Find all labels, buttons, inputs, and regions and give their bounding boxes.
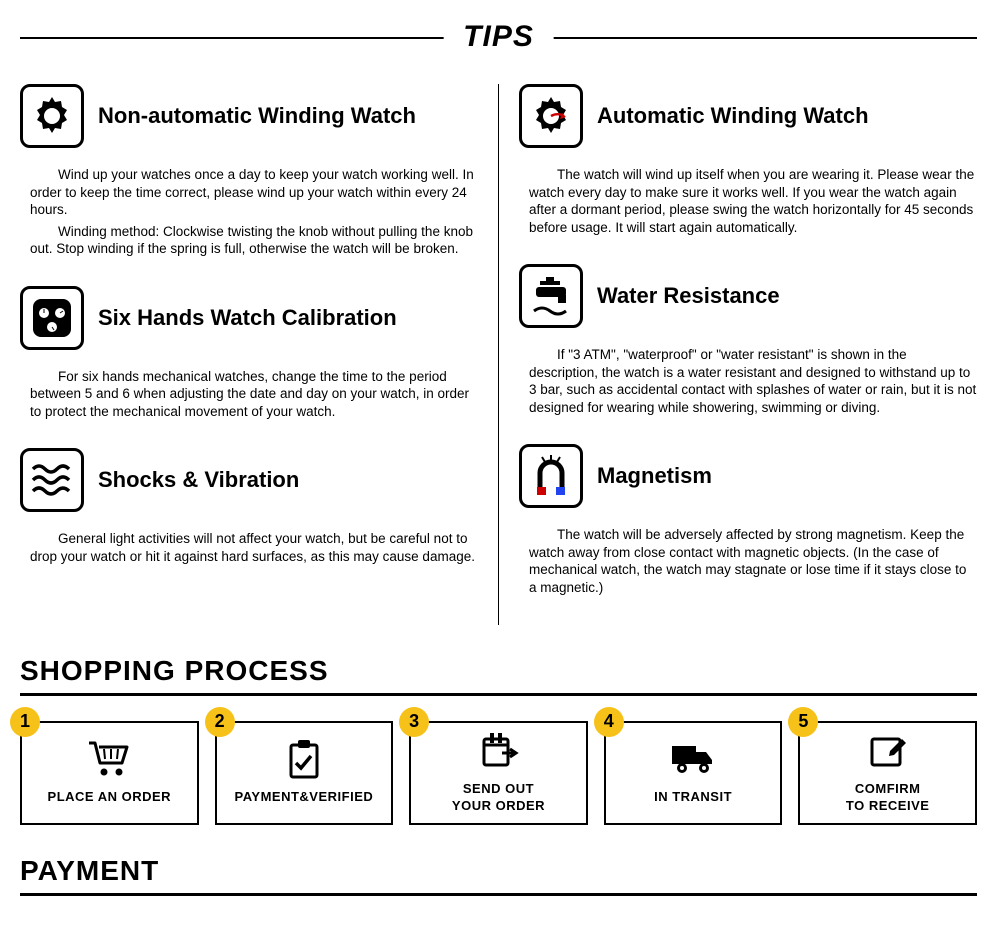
- tip-title: Six Hands Watch Calibration: [98, 305, 397, 331]
- tip-body: Wind up your watches once a day to keep …: [20, 166, 478, 258]
- tip-block: Automatic Winding Watch The watch will wi…: [519, 84, 977, 236]
- step-box: IN TRANSIT: [604, 721, 783, 825]
- tip-paragraph: For six hands mechanical watches, change…: [30, 368, 478, 421]
- tip-block: Water Resistance If "3 ATM", "waterproof"…: [519, 264, 977, 416]
- tip-paragraph: Wind up your watches once a day to keep …: [30, 166, 478, 219]
- step-box: PLACE AN ORDER: [20, 721, 199, 825]
- tip-block: Shocks & Vibration General light activiti…: [20, 448, 478, 565]
- tip-title: Water Resistance: [597, 283, 780, 309]
- tips-grid: Non-automatic Winding Watch Wind up your …: [20, 84, 977, 625]
- tip-body: General light activities will not affect…: [20, 530, 478, 565]
- step-label: SEND OUTYOUR ORDER: [452, 781, 545, 815]
- step-label: COMFIRMTO RECEIVE: [846, 781, 930, 815]
- divider: [20, 893, 977, 896]
- truck-icon: [668, 739, 718, 779]
- confirm-icon: [866, 731, 910, 771]
- tip-block: Six Hands Watch Calibration For six hands…: [20, 286, 478, 421]
- shopping-step: 5COMFIRMTO RECEIVE: [798, 721, 977, 825]
- tip-body: The watch will be adversely affected by …: [519, 526, 977, 596]
- step-box: COMFIRMTO RECEIVE: [798, 721, 977, 825]
- step-number-badge: 1: [10, 707, 40, 737]
- cart-icon: [87, 739, 131, 779]
- shopping-step: 2PAYMENT&VERIFIED: [215, 721, 394, 825]
- step-label: PLACE AN ORDER: [48, 789, 172, 806]
- tips-header: TIPS: [20, 20, 977, 54]
- shopping-step: 4IN TRANSIT: [604, 721, 783, 825]
- sendout-icon: [476, 731, 520, 771]
- tip-paragraph: The watch will be adversely affected by …: [529, 526, 977, 596]
- tip-title: Magnetism: [597, 463, 712, 489]
- tip-paragraph: The watch will wind up itself when you a…: [529, 166, 977, 236]
- step-box: SEND OUTYOUR ORDER: [409, 721, 588, 825]
- step-number-badge: 4: [594, 707, 624, 737]
- step-number-badge: 2: [205, 707, 235, 737]
- tip-title: Non-automatic Winding Watch: [98, 103, 416, 129]
- shopping-steps: 1PLACE AN ORDER2PAYMENT&VERIFIED3SEND OU…: [20, 721, 977, 825]
- tap-icon: [519, 264, 583, 328]
- shopping-step: 3SEND OUTYOUR ORDER: [409, 721, 588, 825]
- clipboard-icon: [284, 739, 324, 779]
- tip-block: Non-automatic Winding Watch Wind up your …: [20, 84, 478, 258]
- gear-icon: [20, 84, 84, 148]
- tip-body: If "3 ATM", "waterproof" or "water resis…: [519, 346, 977, 416]
- step-number-badge: 5: [788, 707, 818, 737]
- tip-title: Shocks & Vibration: [98, 467, 299, 493]
- payment-title: PAYMENT: [20, 855, 977, 887]
- gear-red-icon: [519, 84, 583, 148]
- tip-block: Magnetism The watch will be adversely aff…: [519, 444, 977, 596]
- tips-title: TIPS: [443, 20, 554, 54]
- shopping-step: 1PLACE AN ORDER: [20, 721, 199, 825]
- waves-icon: [20, 448, 84, 512]
- magnet-icon: [519, 444, 583, 508]
- tip-body: For six hands mechanical watches, change…: [20, 368, 478, 421]
- step-label: PAYMENT&VERIFIED: [235, 789, 374, 806]
- tip-paragraph: Winding method: Clockwise twisting the k…: [30, 223, 478, 258]
- step-label: IN TRANSIT: [654, 789, 732, 806]
- step-number-badge: 3: [399, 707, 429, 737]
- shopping-title: SHOPPING PROCESS: [20, 655, 977, 687]
- divider: [20, 693, 977, 696]
- tip-title: Automatic Winding Watch: [597, 103, 869, 129]
- tip-paragraph: General light activities will not affect…: [30, 530, 478, 565]
- tip-body: The watch will wind up itself when you a…: [519, 166, 977, 236]
- sixhands-icon: [20, 286, 84, 350]
- step-box: PAYMENT&VERIFIED: [215, 721, 394, 825]
- tip-paragraph: If "3 ATM", "waterproof" or "water resis…: [529, 346, 977, 416]
